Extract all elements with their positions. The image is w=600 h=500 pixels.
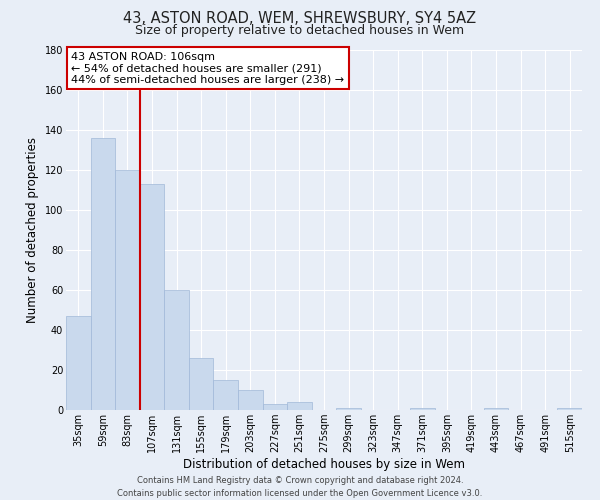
Bar xyxy=(214,380,238,410)
Bar xyxy=(557,408,582,410)
Text: Size of property relative to detached houses in Wem: Size of property relative to detached ho… xyxy=(136,24,464,37)
Bar xyxy=(66,316,91,410)
Text: 43, ASTON ROAD, WEM, SHREWSBURY, SY4 5AZ: 43, ASTON ROAD, WEM, SHREWSBURY, SY4 5AZ xyxy=(124,11,476,26)
Bar xyxy=(484,408,508,410)
Text: 43 ASTON ROAD: 106sqm
← 54% of detached houses are smaller (291)
44% of semi-det: 43 ASTON ROAD: 106sqm ← 54% of detached … xyxy=(71,52,344,85)
Bar xyxy=(410,408,434,410)
Bar xyxy=(287,402,312,410)
Bar xyxy=(140,184,164,410)
Text: Contains HM Land Registry data © Crown copyright and database right 2024.
Contai: Contains HM Land Registry data © Crown c… xyxy=(118,476,482,498)
Bar xyxy=(115,170,140,410)
Y-axis label: Number of detached properties: Number of detached properties xyxy=(26,137,39,323)
Bar xyxy=(238,390,263,410)
Bar xyxy=(263,404,287,410)
Bar xyxy=(336,408,361,410)
Bar xyxy=(91,138,115,410)
X-axis label: Distribution of detached houses by size in Wem: Distribution of detached houses by size … xyxy=(183,458,465,471)
Bar xyxy=(189,358,214,410)
Bar xyxy=(164,290,189,410)
